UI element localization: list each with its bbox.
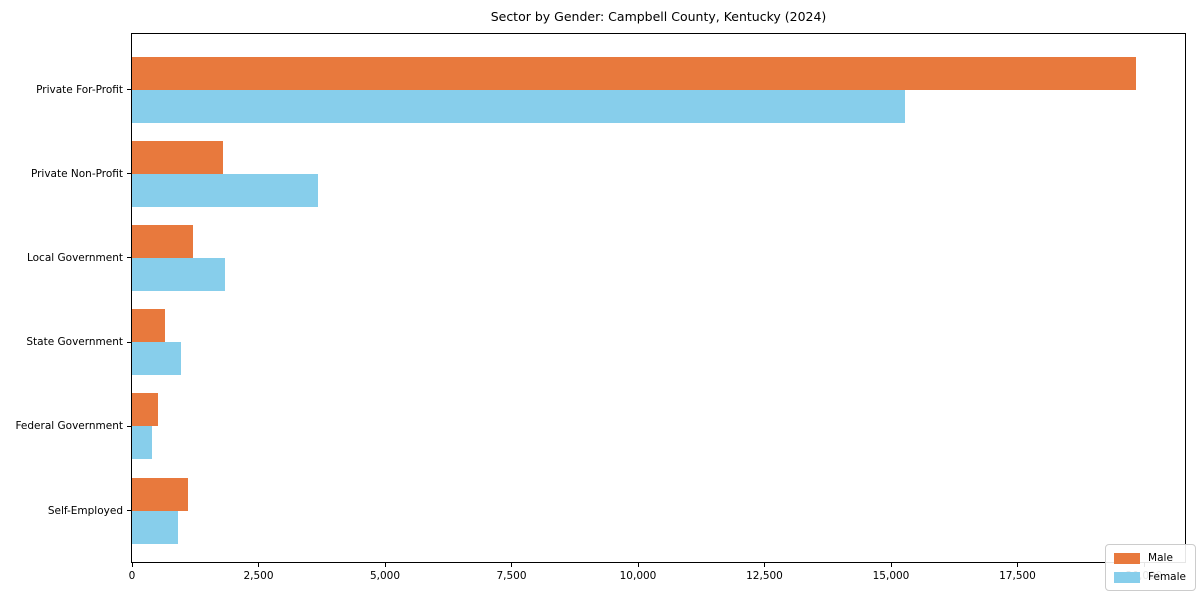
x-tick-mark	[764, 563, 765, 567]
bar-male-private-for-profit	[132, 56, 1136, 90]
x-tick-label-2500: 2,500	[243, 570, 274, 582]
legend-entry-male: Male	[1114, 552, 1186, 564]
plot-area: Private For-Profit Private Non-Profit Loca…	[15, 33, 1186, 582]
y-tick-label-private-for-profit: Private For-Profit	[36, 83, 123, 96]
y-tick-label-private-non-profit: Private Non-Profit	[30, 167, 123, 180]
bar-female-private-for-profit	[132, 89, 906, 123]
chart-title: Sector by Gender: Campbell County, Kentu…	[490, 9, 827, 24]
y-tick-mark	[127, 89, 131, 90]
x-tick-label-5000: 5,000	[369, 570, 401, 582]
legend-label-female: Female	[1148, 571, 1186, 583]
y-tick-label-state-government: State Government	[26, 336, 123, 349]
y-tick-label-local-government: Local Government	[26, 251, 123, 264]
bar-female-self-employed	[132, 510, 178, 544]
legend-label-male: Male	[1148, 552, 1173, 564]
x-tick-mark	[131, 563, 133, 567]
legend-swatch-male	[1114, 552, 1141, 564]
legend-swatch-female	[1114, 571, 1141, 583]
x-tick-mark	[1017, 563, 1018, 567]
x-tick-mark	[511, 563, 512, 567]
legend: Male Female	[1105, 544, 1196, 591]
x-tick-label-15000: 15,000	[872, 570, 910, 582]
x-tick-label-12500: 12,500	[746, 570, 783, 582]
bar-female-local-government	[132, 257, 226, 291]
bar-female-private-non-profit	[132, 173, 319, 207]
y-tick-mark	[127, 341, 131, 343]
x-tick-label-0: 0	[128, 570, 136, 582]
legend-entry-female: Female	[1114, 571, 1186, 583]
x-tick-label-7500: 7,500	[496, 570, 527, 582]
y-tick-mark	[127, 510, 131, 511]
y-tick-label-federal-government: Federal Government	[15, 420, 123, 433]
bar-male-federal-government	[132, 393, 158, 427]
bar-female-federal-government	[132, 426, 153, 460]
bar-female-state-government	[132, 342, 182, 376]
y-tick-mark	[127, 425, 131, 427]
bar-male-state-government	[132, 309, 165, 343]
y-tick-mark	[127, 257, 131, 259]
x-tick-mark	[890, 563, 892, 567]
x-tick-mark	[637, 563, 639, 567]
y-tick-label-self-employed: Self-Employed	[47, 504, 123, 517]
x-tick-mark	[258, 563, 259, 567]
y-tick-mark	[127, 173, 131, 175]
bar-male-local-government	[132, 224, 194, 258]
bar-male-private-non-profit	[132, 140, 224, 174]
bar-male-self-employed	[132, 477, 189, 511]
x-tick-mark	[384, 563, 386, 567]
x-tick-label-10000: 10,000	[619, 570, 657, 582]
x-tick-label-17500: 17,500	[999, 570, 1036, 582]
